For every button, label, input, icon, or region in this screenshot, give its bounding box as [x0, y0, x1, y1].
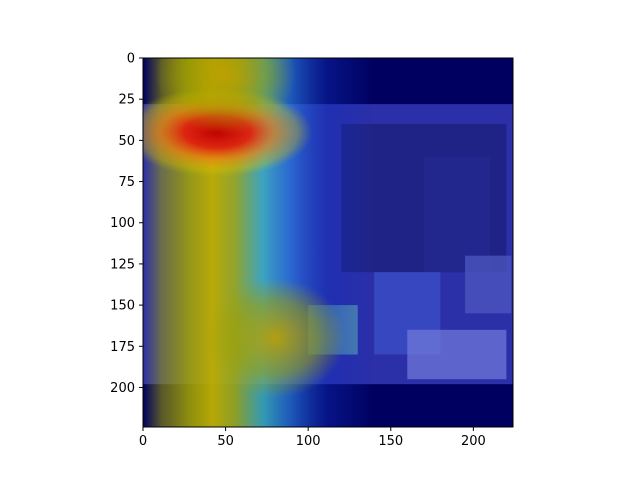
y-tick-label-6: 150	[110, 299, 135, 314]
x-tick-label-1: 50	[217, 434, 234, 449]
y-tick-label-4: 100	[110, 216, 135, 231]
y-tick-label-2: 50	[118, 134, 135, 149]
photo-texture-1	[423, 156, 490, 273]
plot-frame	[142, 57, 514, 428]
y-tick-label-1: 25	[118, 93, 135, 108]
x-tick-label-2: 100	[296, 434, 321, 449]
photo-texture-3	[465, 255, 512, 314]
plot-area	[143, 58, 513, 427]
photo-texture-4	[407, 329, 507, 380]
y-tick-label-3: 75	[118, 175, 135, 190]
hot-spot-2	[155, 58, 296, 135]
y-tick-label-0: 0	[127, 52, 135, 67]
x-tick-label-0: 0	[139, 434, 147, 449]
y-tick-label-7: 175	[110, 340, 135, 355]
x-tick-label-4: 200	[461, 434, 486, 449]
y-tick-label-5: 125	[110, 257, 135, 272]
x-tick-label-3: 150	[378, 434, 403, 449]
y-tick-label-8: 200	[110, 381, 135, 396]
y-axis-ticks: 0 25 50 75 100 125 150 175 200	[110, 52, 143, 396]
hot-spot-1	[205, 278, 346, 399]
x-axis-ticks: 0 50 100 150 200	[139, 427, 486, 449]
